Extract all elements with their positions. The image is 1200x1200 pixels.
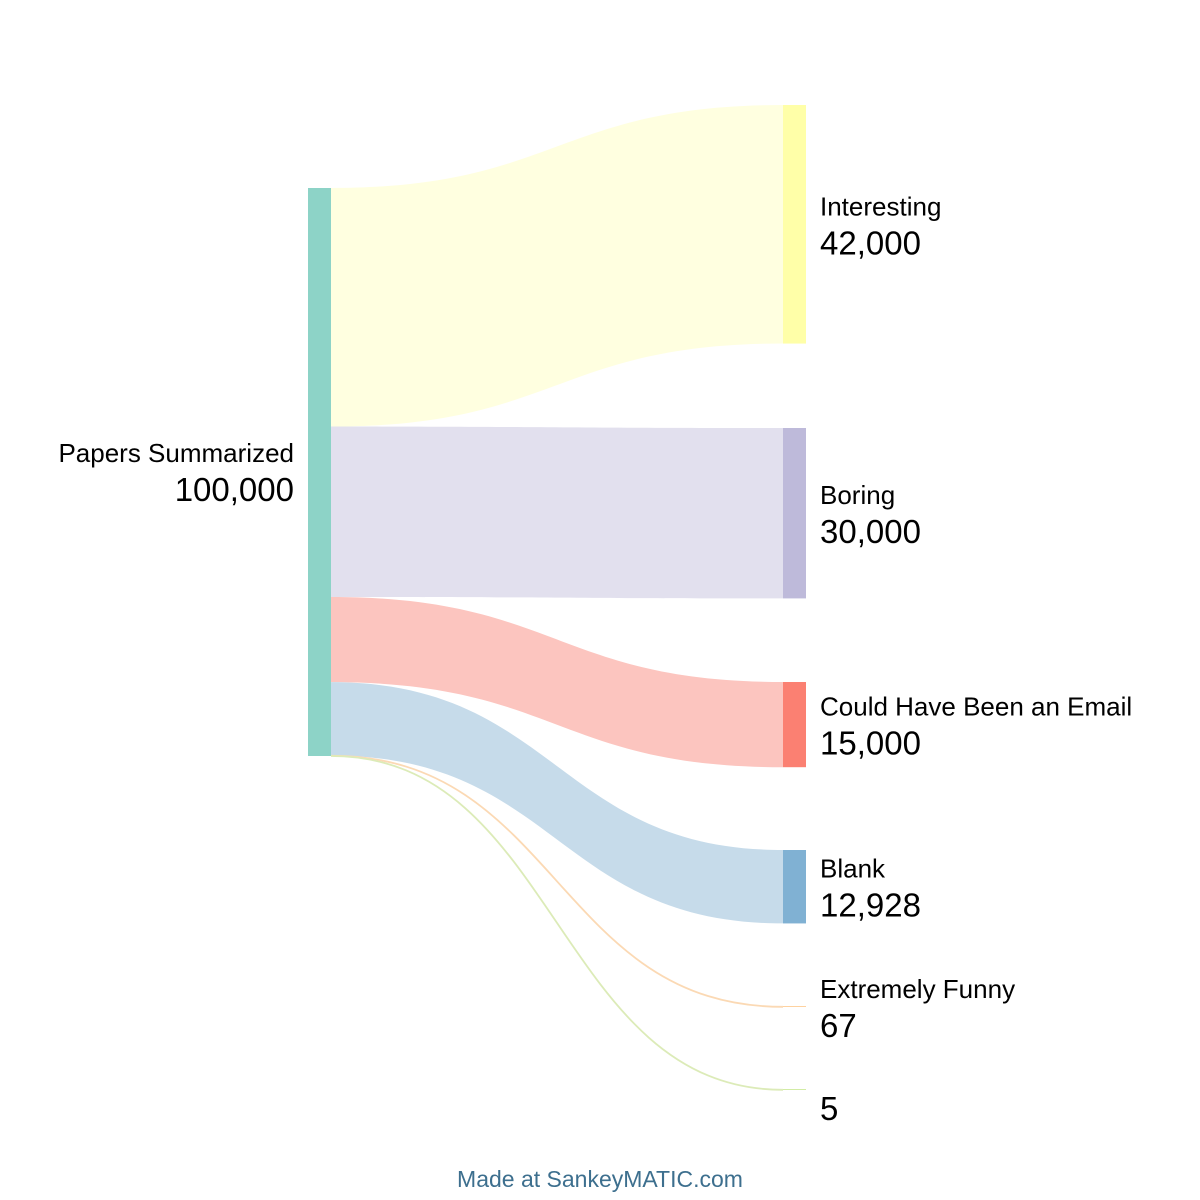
node-name-blank: Blank — [820, 854, 886, 884]
node-boring — [783, 428, 806, 599]
node-extremely-funny — [783, 1006, 806, 1007]
node-value-extremely-funny: 67 — [820, 1007, 857, 1044]
flow-unnamed-5 — [330, 755, 784, 1091]
nodes-group — [308, 105, 806, 1090]
node-unnamed-5 — [783, 1089, 806, 1090]
node-name-interesting: Interesting — [820, 191, 941, 221]
flow-boring — [331, 426, 783, 599]
node-value-boring: 30,000 — [820, 513, 921, 550]
node-name-could-have-been-an-email: Could Have Been an Email — [820, 692, 1132, 722]
node-value-interesting: 42,000 — [820, 224, 921, 261]
flow-interesting — [331, 105, 783, 427]
node-interesting — [783, 105, 806, 344]
flows-group — [330, 105, 784, 1091]
labels-group: Papers Summarized 100,000 Interesting42,… — [58, 191, 1132, 1127]
sankeymatic-credit: Made at SankeyMATIC.com — [457, 1166, 743, 1192]
flow-blank — [331, 682, 783, 924]
node-blank — [783, 850, 806, 924]
node-value-blank: 12,928 — [820, 887, 921, 924]
flow-could-have-been-an-email — [331, 596, 783, 768]
node-could-have-been-an-email — [783, 682, 806, 768]
flow-extremely-funny — [330, 754, 784, 1008]
source-node-name: Papers Summarized — [58, 438, 294, 468]
node-value-could-have-been-an-email: 15,000 — [820, 725, 921, 762]
node-name-boring: Boring — [820, 480, 895, 510]
source-node-value: 100,000 — [175, 471, 294, 508]
node-value-unnamed-5: 5 — [820, 1090, 838, 1127]
source-node — [308, 188, 331, 756]
node-name-extremely-funny: Extremely Funny — [820, 974, 1015, 1004]
